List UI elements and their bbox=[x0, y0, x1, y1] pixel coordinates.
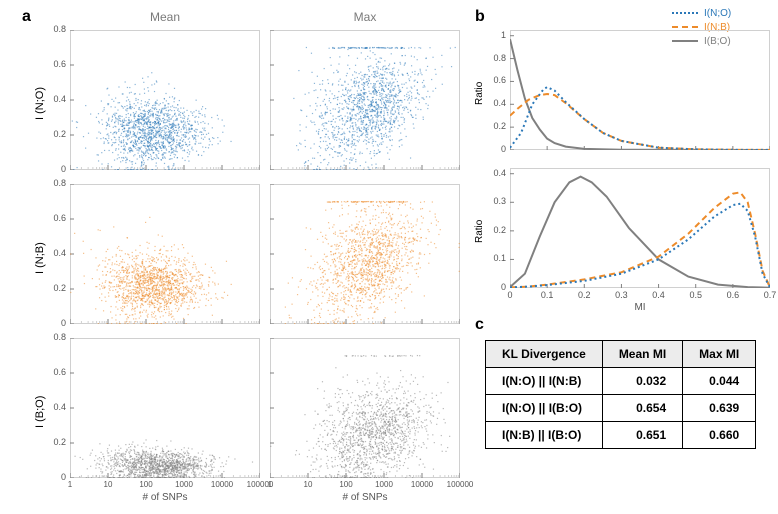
ytick: 0 bbox=[44, 164, 66, 174]
table-row: I(N:O) || I(N:B)0.0320.044 bbox=[486, 368, 756, 395]
table-header: KL Divergence bbox=[486, 341, 603, 368]
xtick: 10000 bbox=[204, 480, 240, 489]
xtick: 10000 bbox=[404, 480, 440, 489]
distribution-plot bbox=[510, 168, 770, 288]
kl-table: KL DivergenceMean MIMax MII(N:O) || I(N:… bbox=[485, 340, 756, 449]
col-title: Mean bbox=[125, 10, 205, 24]
xtick: 0.3 bbox=[609, 290, 633, 300]
xtick: 1 bbox=[52, 480, 88, 489]
xtick: 100000 bbox=[442, 480, 478, 489]
ytick: 0.8 bbox=[44, 24, 66, 34]
ytick: 0 bbox=[484, 144, 506, 154]
scatter-plot bbox=[70, 184, 260, 324]
scatter-plot bbox=[270, 184, 460, 324]
scatter-plot bbox=[270, 338, 460, 478]
legend-label: I(N;O) bbox=[704, 8, 731, 19]
ytick: 0.3 bbox=[484, 196, 506, 206]
xtick: 100 bbox=[328, 480, 364, 489]
ytick: 1 bbox=[484, 30, 506, 40]
scatter-plot bbox=[70, 338, 260, 478]
ylabel: I (N;B) bbox=[34, 242, 46, 274]
cell-max: 0.044 bbox=[683, 368, 756, 395]
ytick: 0.2 bbox=[484, 121, 506, 131]
xlabel: # of SNPs bbox=[125, 492, 205, 503]
xtick: 1 bbox=[252, 480, 288, 489]
row-label: I(N:B) || I(B:O) bbox=[486, 422, 603, 449]
ytick: 0.1 bbox=[484, 253, 506, 263]
table-header: Max MI bbox=[683, 341, 756, 368]
ytick: 0.4 bbox=[44, 402, 66, 412]
ytick: 0.6 bbox=[44, 59, 66, 69]
ytick: 0.8 bbox=[44, 178, 66, 188]
cell-mean: 0.654 bbox=[602, 395, 682, 422]
ytick: 0.2 bbox=[44, 129, 66, 139]
row-label: I(N:O) || I(B:O) bbox=[486, 395, 603, 422]
scatter-plot bbox=[270, 30, 460, 170]
xtick: 0.6 bbox=[721, 290, 745, 300]
xtick: 10 bbox=[90, 480, 126, 489]
ytick: 0 bbox=[484, 282, 506, 292]
panel-c-letter: c bbox=[475, 316, 484, 334]
table-header: Mean MI bbox=[602, 341, 682, 368]
xtick: 0.5 bbox=[684, 290, 708, 300]
distribution-plot bbox=[510, 30, 770, 150]
cell-max: 0.660 bbox=[683, 422, 756, 449]
ytick: 0.6 bbox=[44, 367, 66, 377]
ytick: 0.8 bbox=[44, 332, 66, 342]
panel-b-letter: b bbox=[475, 8, 485, 26]
ytick: 0.4 bbox=[484, 168, 506, 178]
ytick: 0 bbox=[44, 318, 66, 328]
xtick: 0.4 bbox=[647, 290, 671, 300]
cell-max: 0.639 bbox=[683, 395, 756, 422]
ylabel: Ratio bbox=[474, 82, 485, 105]
legend-item: I(N;O) bbox=[672, 6, 731, 20]
ytick: 0.4 bbox=[484, 98, 506, 108]
ytick: 0.6 bbox=[44, 213, 66, 223]
ytick: 0.6 bbox=[484, 75, 506, 85]
ytick: 0.4 bbox=[44, 94, 66, 104]
ytick: 0.2 bbox=[484, 225, 506, 235]
col-title: Max bbox=[325, 10, 405, 24]
xtick: 0.1 bbox=[535, 290, 559, 300]
xtick: 0.2 bbox=[572, 290, 596, 300]
cell-mean: 0.032 bbox=[602, 368, 682, 395]
xtick: 1000 bbox=[366, 480, 402, 489]
ylabel: Ratio bbox=[474, 220, 485, 243]
ytick: 0.8 bbox=[484, 53, 506, 63]
ytick: 0.2 bbox=[44, 437, 66, 447]
ytick: 0.4 bbox=[44, 248, 66, 258]
xlabel: # of SNPs bbox=[325, 492, 405, 503]
scatter-plot bbox=[70, 30, 260, 170]
panel-a-letter: a bbox=[22, 8, 31, 26]
xtick: 0.7 bbox=[758, 290, 778, 300]
table-row: I(N:O) || I(B:O)0.6540.639 bbox=[486, 395, 756, 422]
ytick: 0.2 bbox=[44, 283, 66, 293]
row-label: I(N:O) || I(N:B) bbox=[486, 368, 603, 395]
cell-mean: 0.651 bbox=[602, 422, 682, 449]
xtick: 1000 bbox=[166, 480, 202, 489]
xtick: 100 bbox=[128, 480, 164, 489]
xlabel: MI bbox=[620, 302, 660, 313]
table-row: I(N:B) || I(B:O)0.6510.660 bbox=[486, 422, 756, 449]
xtick: 10 bbox=[290, 480, 326, 489]
panel-c: KL DivergenceMean MIMax MII(N:O) || I(N:… bbox=[485, 340, 756, 449]
